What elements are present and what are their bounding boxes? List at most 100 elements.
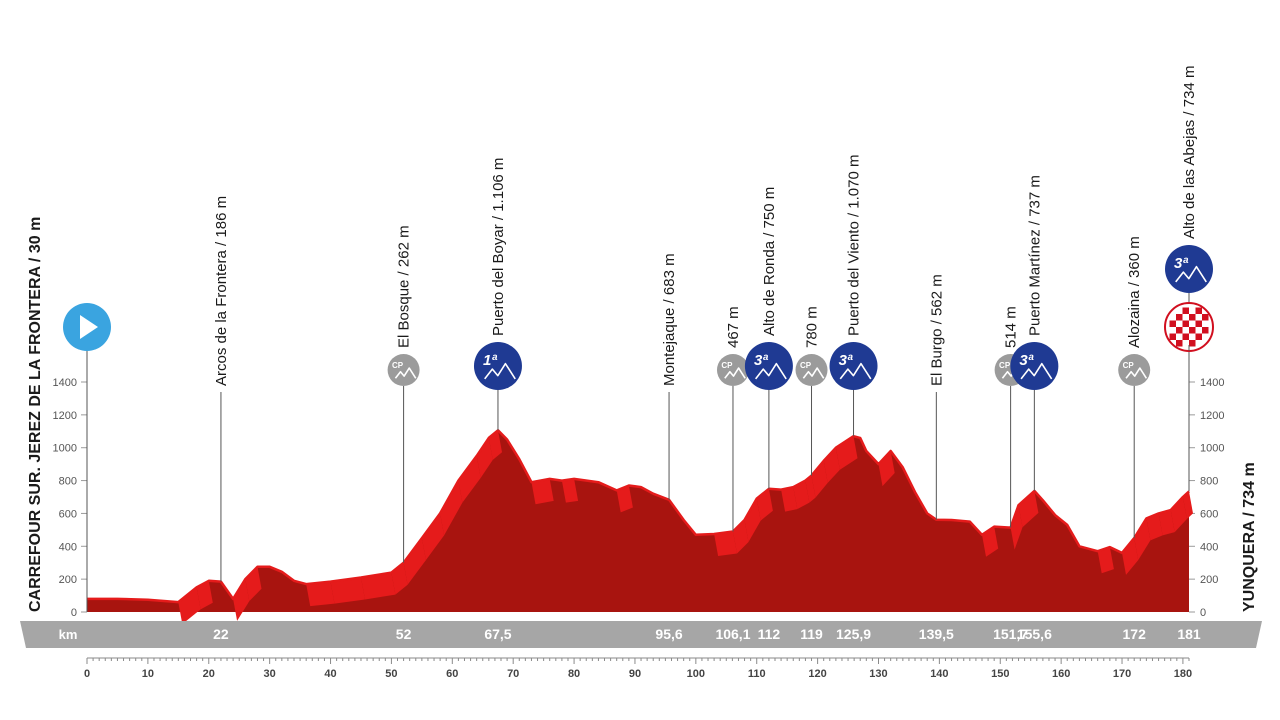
y-axis: 0 0 200 200 400 400 600 600 800 800 1000 1000 1200 12… [53, 377, 1225, 619]
y-tick-label-left: 800 [59, 476, 77, 488]
terrain-climb-face [1146, 513, 1163, 541]
terrain-climb-face [1122, 538, 1139, 575]
y-tick-label-right: 0 [1200, 607, 1206, 619]
pass-marker: 3ª Puerto Martínez / 737 m [1010, 175, 1059, 491]
y-tick-label-left: 1000 [53, 443, 77, 455]
y-tick-label-right: 1400 [1200, 377, 1224, 389]
finish-flag-cell [1202, 314, 1209, 321]
pass-label: Arcos de la Frontera / 186 m [213, 196, 230, 386]
mountain-icon [754, 362, 787, 380]
y-tick-label-right: 800 [1200, 476, 1218, 488]
band-km-value: 112 [758, 626, 781, 642]
terrain-climb-face [811, 460, 828, 498]
sprint-badge-text: CP [800, 361, 812, 370]
mountain-icon [1175, 265, 1207, 283]
x-tick-label: 20 [203, 668, 215, 680]
band-km-value: 172 [1123, 626, 1147, 642]
finish-location-label: YUNQUERA / 734 m [1241, 462, 1258, 612]
finish-flag-cell [1182, 320, 1189, 327]
sprint-badge [716, 354, 749, 386]
x-tick-label: 130 [869, 668, 887, 680]
pass-marker: Montejaque / 683 m [661, 253, 678, 500]
sprint-badge [795, 354, 828, 386]
x-tick-label: 40 [324, 668, 336, 680]
y-tick-label-right: 200 [1200, 574, 1218, 586]
category-badge-text: 3ª [1174, 255, 1188, 272]
pass-label: Alozaina / 360 m [1126, 236, 1143, 348]
category-badge [744, 342, 793, 390]
mountain-icon [839, 362, 872, 380]
terrain-climb-face [714, 531, 737, 556]
x-tick-label: 60 [446, 668, 458, 680]
terrain-climb-face [361, 572, 396, 600]
y-tick-label-left: 600 [59, 508, 77, 520]
pass-label: 780 m [804, 306, 821, 348]
finish-flag-cell [1182, 333, 1189, 340]
terrain-climb-face [781, 487, 798, 512]
pass-label: Puerto Martínez / 737 m [1026, 175, 1043, 336]
band-km-value: 181 [1177, 626, 1201, 642]
finish-flag-cell [1182, 307, 1189, 314]
category-badge [473, 342, 522, 390]
terrain-climb-face [531, 478, 554, 505]
terrain-climb-face [476, 437, 493, 478]
category-badge-text: 3ª [1019, 352, 1033, 369]
terrain-profile [87, 429, 1193, 625]
x-tick-label: 150 [991, 668, 1009, 680]
y-tick-label-right: 400 [1200, 541, 1218, 553]
y-tick-label-left: 400 [59, 541, 77, 553]
y-tick-label-left: 1400 [53, 377, 77, 389]
sprint-mountain-icon [724, 367, 746, 379]
pass-marker: CP El Bosque / 262 m [387, 225, 420, 563]
category-badge-text: 1ª [483, 352, 497, 369]
sprint-mountain-icon [1125, 367, 1148, 379]
band-km-value: 151,7 [993, 626, 1028, 642]
terrain-climb-face [823, 447, 840, 483]
pass-marker: 3ª Alto de las Abejas / 734 m [1164, 66, 1214, 492]
x-axis: 0 10 20 30 40 50 60 70 80 90 100 110 120 130 140 150 160… [84, 657, 1192, 680]
pass-label: 467 m [725, 306, 742, 348]
category-badge [829, 342, 878, 390]
band-km-value: 125,9 [836, 626, 871, 642]
pass-marker: CP Alozaina / 360 m [1118, 236, 1151, 539]
finish-flag-cell [1202, 327, 1209, 334]
x-tick-label: 110 [748, 668, 766, 680]
x-tick-label: 170 [1113, 668, 1131, 680]
terrain-climb-face [488, 430, 502, 460]
terrain-climb-face [805, 475, 816, 503]
pass-marker: CP 467 m [716, 306, 749, 532]
band-km-value: 119 [800, 626, 823, 642]
pass-marker: CP 514 m [994, 306, 1027, 528]
x-tick-label: 70 [507, 668, 519, 680]
km-band: km 22 52 67,5 95,6 106,1 112 119 125,9 139,5 151,7… [20, 621, 1262, 648]
km-band-bar [20, 621, 1262, 648]
terrain-climb-face [793, 480, 810, 510]
terrain-climb-face [233, 579, 250, 621]
band-km-value: 52 [396, 626, 412, 642]
pass-label: El Bosque / 262 m [396, 225, 413, 348]
finish-flag-cell [1176, 327, 1183, 334]
start-finish-labels: CARREFOUR SUR. JEREZ DE LA FRONTERA / 30… [27, 217, 1258, 612]
x-tick-label: 0 [84, 668, 90, 680]
terrain-climb-face [616, 485, 633, 513]
y-tick-label-right: 1200 [1200, 410, 1224, 422]
terrain-climb-face [196, 580, 213, 610]
sprint-badge-text: CP [999, 361, 1011, 370]
start-location-label: CARREFOUR SUR. JEREZ DE LA FRONTERA / 30… [27, 217, 44, 612]
band-km-value: 22 [213, 626, 229, 642]
pass-marker: 1ª Puerto del Boyar / 1.106 m [473, 158, 522, 431]
band-km-value: 139,5 [919, 626, 954, 642]
pass-marker: 3ª Puerto del Viento / 1.070 m [829, 154, 878, 437]
band-km-value: 95,6 [655, 626, 682, 642]
finish-flag-cell [1169, 333, 1176, 340]
terrain-climb-face [403, 538, 426, 585]
terrain-climb-face [982, 526, 999, 557]
finish-flag-cell [1195, 320, 1202, 327]
pass-label: Alto de Ronda / 750 m [761, 187, 778, 336]
pass-marker: Arcos de la Frontera / 186 m [213, 196, 230, 582]
terrain-edge [87, 429, 1190, 604]
terrain-climb-face [1018, 490, 1039, 528]
sprint-badge-text: CP [1123, 361, 1135, 370]
x-tick-label: 180 [1174, 668, 1192, 680]
